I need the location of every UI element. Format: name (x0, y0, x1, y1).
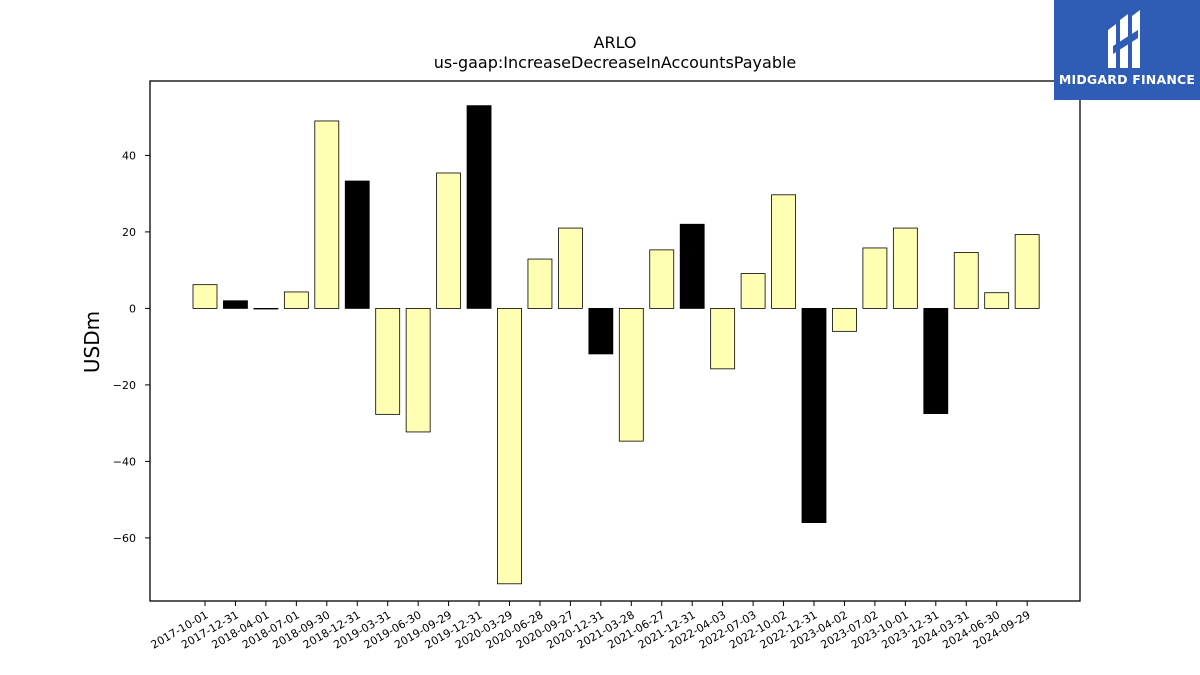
bar-2022-07-03 (740, 273, 766, 309)
bar-2022-12-31 (801, 307, 827, 523)
bar-2019-09-29 (436, 172, 462, 309)
bar-2022-10-02 (771, 194, 796, 309)
y-tick-label: 40 (122, 149, 136, 162)
bar-2017-10-01 (192, 284, 218, 309)
bar-2019-03-31 (375, 307, 401, 415)
bar-2022-04-03 (710, 307, 736, 370)
bar-2024-03-31 (953, 252, 979, 309)
bar-2023-04-02 (832, 307, 857, 332)
chart-title: ARLO (594, 33, 637, 52)
bar-2020-09-27 (558, 227, 583, 309)
bar-2017-12-31 (223, 300, 248, 309)
bar-2018-07-01 (283, 291, 309, 309)
bar-2024-06-30 (984, 292, 1010, 309)
bar-2023-10-01 (892, 227, 918, 309)
y-tick-label: −20 (113, 379, 136, 392)
y-axis-ticks: −60 −40 −20 0 20 40 (113, 149, 150, 545)
y-tick-label: −60 (113, 532, 136, 545)
chart-subtitle: us-gaap:IncreaseDecreaseInAccountsPayabl… (434, 53, 797, 72)
y-tick-label: 20 (122, 226, 136, 239)
brand-name: MIDGARD FINANCE (1058, 72, 1196, 87)
bar-2021-06-27 (649, 249, 675, 309)
bar-2018-12-31 (344, 180, 370, 309)
plot-frame (149, 80, 1081, 602)
bar-2023-07-02 (862, 247, 888, 309)
y-tick-label: −40 (113, 455, 136, 468)
y-axis-label: USDm (80, 311, 104, 373)
brand-logo: MIDGARD FINANCE (1054, 0, 1200, 100)
x-axis-ticks: 2017-10-012017-12-312018-04-012018-07-01… (149, 601, 1033, 652)
bar-series (192, 105, 1040, 585)
bar-2018-09-30 (314, 120, 340, 309)
bar-2021-12-31 (679, 223, 705, 309)
bar-2020-03-29 (497, 307, 522, 585)
bar-2019-12-31 (466, 105, 492, 309)
bar-2018-04-01 (253, 307, 279, 310)
bar-2020-12-31 (588, 307, 614, 355)
midgard-logo-icon (1108, 10, 1140, 68)
bar-2021-03-28 (618, 307, 644, 442)
bar-2024-09-29 (1014, 234, 1040, 309)
bar-2019-06-30 (405, 307, 431, 433)
bar-2023-12-31 (923, 307, 949, 414)
bar-2020-06-28 (527, 258, 553, 309)
y-tick-label: 0 (129, 302, 136, 315)
